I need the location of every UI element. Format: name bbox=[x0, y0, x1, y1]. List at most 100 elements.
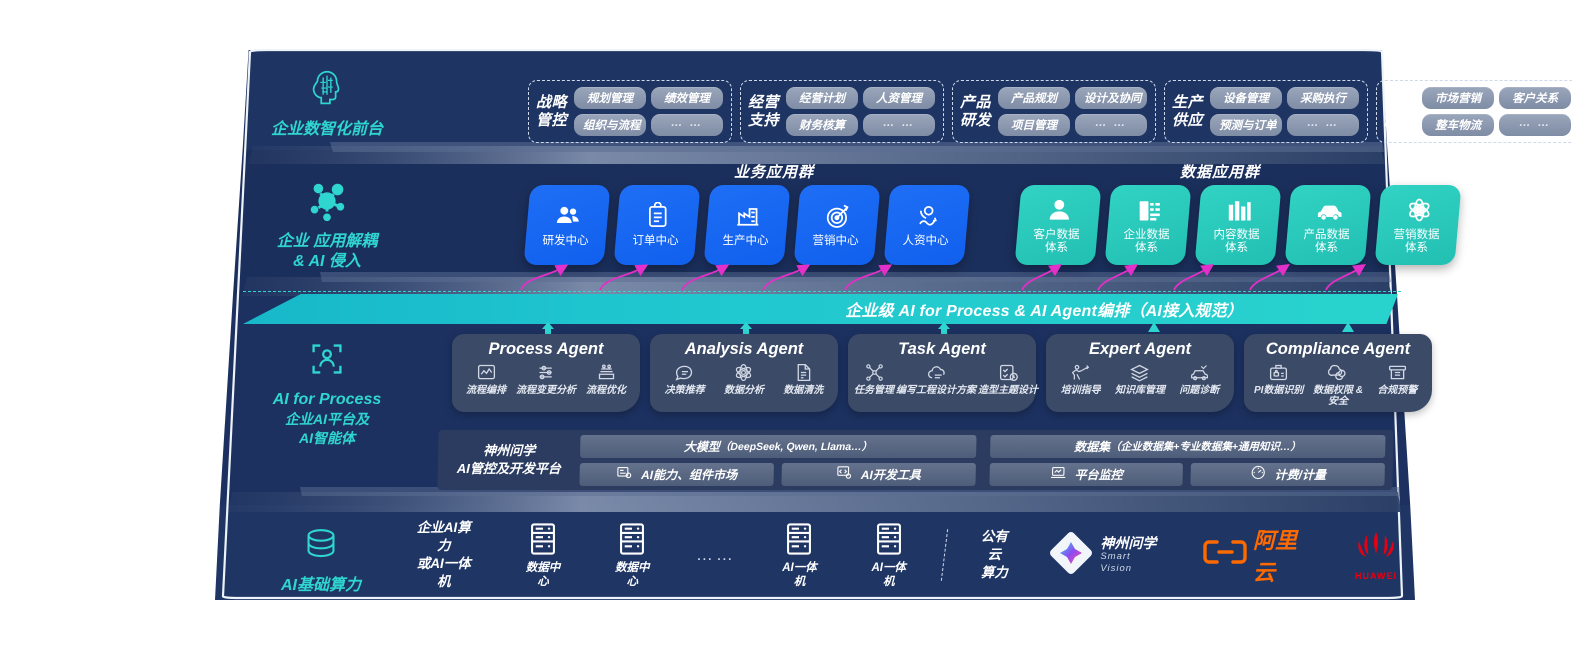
chip[interactable]: 客户关系 bbox=[1499, 87, 1572, 109]
platform-bar-dev-tools[interactable]: AI开发工具 bbox=[781, 462, 976, 486]
training-icon bbox=[1070, 362, 1091, 383]
agent-item[interactable]: 数据分析 bbox=[715, 362, 772, 396]
agent-item[interactable]: PI数据识别 bbox=[1250, 362, 1307, 407]
rail-label-ai-sub2: AI智能体 bbox=[299, 430, 355, 446]
agent-item[interactable]: 造型主题设计 bbox=[978, 362, 1038, 396]
public-cloud-line1: 公有云 bbox=[980, 529, 1008, 562]
chip-more[interactable]: … … bbox=[651, 114, 724, 136]
infra-row: 企业AI算力 或AI一体机 数据中心 数据中心 …… AI一体机 AI一体机 公 bbox=[262, 515, 1402, 595]
platform-bar-monitoring[interactable]: 平台监控 bbox=[988, 462, 1184, 486]
agent-item[interactable]: 任务管理 bbox=[854, 362, 894, 396]
agent-item[interactable]: 问题诊断 bbox=[1171, 362, 1228, 396]
infra-node-aibox-2[interactable]: AI一体机 bbox=[867, 522, 910, 589]
platform-bar-llm[interactable]: 大模型 （DeepSeek, Qwen, Llama…） bbox=[580, 434, 977, 458]
top-group-strategy[interactable]: 战略 管控 规划管理 绩效管理 组织与流程 … … bbox=[528, 80, 733, 143]
platform-column-right: 数据集 （企业数据集+专业数据集+通用知识…） 平台监控 计费/计量 bbox=[988, 434, 1386, 486]
agent-item-label: 数据权限 & 安全 bbox=[1312, 385, 1363, 407]
chip[interactable]: 人资管理 bbox=[863, 87, 936, 109]
platform-name-line2: AI管控及开发平台 bbox=[456, 461, 561, 476]
chip[interactable]: 预测与订单 bbox=[1210, 114, 1283, 136]
chip-more[interactable]: … … bbox=[863, 114, 936, 136]
agent-title: Task Agent bbox=[898, 340, 986, 358]
infra-node-aibox-1[interactable]: AI一体机 bbox=[778, 522, 821, 589]
data-card-marketing[interactable]: 营销数据 体系 bbox=[1374, 185, 1462, 265]
data-card-label: 产品数据 体系 bbox=[1303, 228, 1350, 254]
infra-label-line2: 或AI一体机 bbox=[416, 556, 471, 589]
agent-item[interactable]: 数据清洗 bbox=[775, 362, 832, 396]
ai-orchestration-banner: 企业级 AI for Process & AI Agent编排（AI接入规范） bbox=[243, 294, 1398, 324]
data-card-content[interactable]: 内容数据 体系 bbox=[1194, 185, 1282, 265]
infra-node-datacenter-1[interactable]: 数据中心 bbox=[521, 522, 564, 589]
agent-item-label: 培训指导 bbox=[1060, 385, 1101, 396]
app-card-marketing-center[interactable]: 营销中心 bbox=[793, 185, 881, 265]
agent-item-label: 流程变更分析 bbox=[516, 385, 576, 396]
agent-item[interactable]: 决策推荐 bbox=[656, 362, 713, 396]
chip-more[interactable]: … … bbox=[1287, 114, 1360, 136]
agent-item[interactable]: 流程编排 bbox=[458, 362, 514, 396]
business-group-header: 业务应用群 bbox=[734, 164, 815, 181]
chip[interactable]: 整车物流 bbox=[1422, 114, 1495, 136]
agent-card-expert[interactable]: Expert Agent 培训指导 知识库管理 问题诊断 bbox=[1046, 334, 1234, 412]
top-group-production-supply[interactable]: 生产 供应 设备管理 采购执行 预测与订单 … … bbox=[1164, 80, 1369, 143]
layers-opt-icon bbox=[596, 362, 617, 383]
chip[interactable]: 规划管理 bbox=[574, 87, 647, 109]
app-card-hr-center[interactable]: 人资中心 bbox=[883, 185, 971, 265]
diagnose-car-icon bbox=[1189, 362, 1210, 383]
agent-card-task[interactable]: Task Agent 任务管理 编写工程设计方案 造型主题设计 bbox=[848, 334, 1038, 412]
app-card-label: 生产中心 bbox=[722, 235, 769, 247]
app-card-production-center[interactable]: 生产中心 bbox=[703, 185, 791, 265]
agent-card-analysis[interactable]: Analysis Agent 决策推荐 数据分析 数据清洗 bbox=[650, 334, 838, 412]
chip[interactable]: 设计及协同 bbox=[1075, 87, 1148, 109]
top-group-production-supply-title: 生产 供应 bbox=[1172, 93, 1204, 129]
data-card-enterprise[interactable]: 企业数据 体系 bbox=[1104, 185, 1192, 265]
agent-item-label: PI数据识别 bbox=[1253, 385, 1304, 396]
top-group-operations[interactable]: 经营 支持 经营计划 人资管理 财务核算 … … bbox=[740, 80, 945, 143]
agent-item[interactable]: 知识库管理 bbox=[1111, 362, 1168, 396]
agent-item[interactable]: 流程优化 bbox=[578, 362, 634, 396]
chip[interactable]: 经营计划 bbox=[786, 87, 859, 109]
agent-item[interactable]: 编写工程设计方案 bbox=[896, 362, 976, 396]
top-group-marketing-service[interactable]: 营销 服务 市场营销 客户关系 整车物流 … … bbox=[1376, 80, 1572, 143]
top-group-product-rd-title: 产品 研发 bbox=[960, 93, 992, 129]
platform-bar-dataset[interactable]: 数据集 （企业数据集+专业数据集+通用知识…） bbox=[989, 434, 1386, 458]
platform-bar-ai-market[interactable]: AI能力、组件市场 bbox=[579, 462, 774, 486]
chip[interactable]: 财务核算 bbox=[786, 114, 859, 136]
infra-node-datacenter-2[interactable]: 数据中心 bbox=[611, 522, 654, 589]
chip[interactable]: 市场营销 bbox=[1422, 87, 1495, 109]
database-icon bbox=[298, 522, 344, 568]
platform-bar-label: AI能力、组件市场 bbox=[640, 467, 738, 482]
chip[interactable]: 设备管理 bbox=[1210, 87, 1283, 109]
infra-node-ellipsis: …… bbox=[696, 545, 736, 565]
archive-alert-icon bbox=[1387, 362, 1408, 383]
vendor-logo-huawei[interactable]: HUAWEI bbox=[1350, 530, 1402, 581]
vendor-name-cn: HUAWEI bbox=[1354, 570, 1397, 581]
chip-more[interactable]: … … bbox=[1499, 114, 1572, 136]
vendor-logo-shenzhou[interactable]: 神州问学 Smart Vision bbox=[1049, 531, 1159, 580]
agent-item-label: 流程编排 bbox=[466, 385, 506, 396]
agent-card-compliance[interactable]: Compliance Agent PI数据识别 数据权限 & 安全 合规预警 bbox=[1244, 334, 1432, 412]
agent-item[interactable]: 培训指导 bbox=[1052, 362, 1109, 396]
data-card-customer[interactable]: 客户数据 体系 bbox=[1014, 185, 1102, 265]
vendor-logo-aliyun[interactable]: 阿里云 bbox=[1203, 523, 1312, 587]
app-card-rd-center[interactable]: 研发中心 bbox=[523, 185, 611, 265]
rail-label-frontend: 企业数智化前台 bbox=[270, 121, 383, 138]
agent-item[interactable]: 数据权限 & 安全 bbox=[1309, 362, 1366, 407]
chip[interactable]: 组织与流程 bbox=[574, 114, 647, 136]
agent-item-label: 任务管理 bbox=[854, 385, 894, 396]
infra-node-label: AI一体机 bbox=[871, 561, 906, 588]
agent-card-process[interactable]: Process Agent 流程编排 流程变更分析 流程优化 bbox=[452, 334, 640, 412]
chip[interactable]: 绩效管理 bbox=[651, 87, 724, 109]
chip[interactable]: 采购执行 bbox=[1287, 87, 1360, 109]
agent-item[interactable]: 流程变更分析 bbox=[516, 362, 576, 396]
top-group-product-rd[interactable]: 产品 研发 产品规划 设计及协同 项目管理 … … bbox=[952, 80, 1157, 143]
chip-more[interactable]: … … bbox=[1075, 114, 1148, 136]
chip[interactable]: 项目管理 bbox=[998, 114, 1071, 136]
building-icon bbox=[1135, 196, 1163, 224]
agent-title: Compliance Agent bbox=[1265, 340, 1411, 358]
app-card-order-center[interactable]: 订单中心 bbox=[613, 185, 701, 265]
chip[interactable]: 产品规划 bbox=[998, 87, 1071, 109]
data-card-product[interactable]: 产品数据 体系 bbox=[1284, 185, 1372, 265]
agent-item[interactable]: 合规预警 bbox=[1369, 362, 1426, 407]
platform-bar-billing[interactable]: 计费/计量 bbox=[1190, 462, 1385, 486]
